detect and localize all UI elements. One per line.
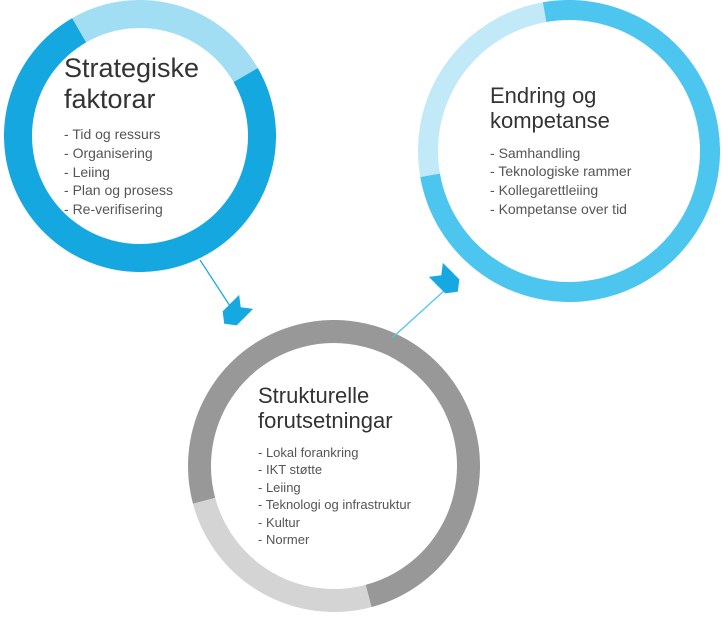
circle-strategic-item: Plan og prosess: [64, 181, 236, 200]
circle-struktur-title: Strukturelle forutsetningar: [258, 383, 428, 434]
circle-strategic-items: Tid og ressursOrganiseringLeiingPlan og …: [64, 125, 236, 219]
circle-struktur-content: Strukturelle forutsetningar Lokal forank…: [188, 320, 480, 612]
circle-endring-items: SamhandlingTeknologiske rammerKollegaret…: [490, 144, 672, 220]
circle-strategic-item: Organisering: [64, 144, 236, 163]
circle-struktur-item: Leiing: [258, 479, 428, 497]
circle-strategic-item: Re-verifisering: [64, 200, 236, 219]
circle-struktur-items: Lokal forankringIKT støtteLeiingTeknolog…: [258, 444, 428, 549]
circle-endring-title: Endring og kompetanse: [490, 83, 672, 134]
circle-endring-item: Kollegarettleiing: [490, 181, 672, 200]
circle-endring: Endring og kompetanse SamhandlingTeknolo…: [418, 0, 720, 302]
circle-strategic-title: Strategiske faktorar: [64, 53, 236, 115]
circle-struktur-item: Teknologi og infrastruktur: [258, 496, 428, 514]
circle-endring-item: Samhandling: [490, 144, 672, 163]
circle-strategic: Strategiske faktorar Tid og ressursOrgan…: [4, 0, 276, 272]
circle-struktur-item: Normer: [258, 531, 428, 549]
circle-strategic-item: Tid og ressurs: [64, 125, 236, 144]
circle-strategic-content: Strategiske faktorar Tid og ressursOrgan…: [4, 0, 276, 272]
diagram-stage: Strategiske faktorar Tid og ressursOrgan…: [0, 0, 728, 620]
circle-strategic-item: Leiing: [64, 163, 236, 182]
circle-endring-item: Kompetanse over tid: [490, 200, 672, 219]
circle-endring-content: Endring og kompetanse SamhandlingTeknolo…: [418, 0, 720, 302]
circle-endring-item: Teknologiske rammer: [490, 162, 672, 181]
circle-struktur: Strukturelle forutsetningar Lokal forank…: [188, 320, 480, 612]
circle-struktur-item: IKT støtte: [258, 461, 428, 479]
circle-struktur-item: Kultur: [258, 514, 428, 532]
circle-struktur-item: Lokal forankring: [258, 444, 428, 462]
